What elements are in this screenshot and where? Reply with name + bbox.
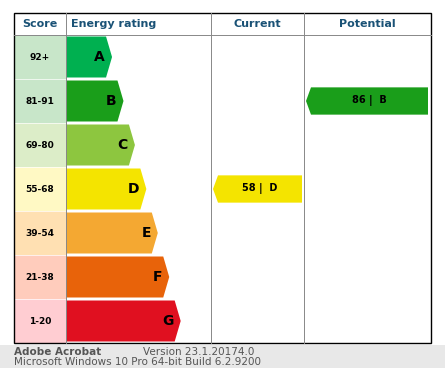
Bar bbox=[304, 299, 431, 343]
Polygon shape bbox=[306, 87, 428, 115]
Text: Adobe Acrobat: Adobe Acrobat bbox=[14, 347, 101, 357]
Text: Energy rating: Energy rating bbox=[71, 19, 156, 29]
Text: 55-68: 55-68 bbox=[26, 184, 54, 194]
Text: 1-20: 1-20 bbox=[29, 316, 51, 326]
Bar bbox=[211, 35, 304, 79]
Text: 39-54: 39-54 bbox=[25, 229, 54, 237]
Text: 21-38: 21-38 bbox=[26, 272, 54, 282]
Polygon shape bbox=[213, 176, 302, 203]
Bar bbox=[14, 123, 66, 167]
Bar bbox=[14, 167, 66, 211]
Bar bbox=[66, 123, 209, 167]
Polygon shape bbox=[66, 256, 169, 297]
Polygon shape bbox=[66, 212, 158, 254]
Text: C: C bbox=[117, 138, 128, 152]
Text: A: A bbox=[94, 50, 105, 64]
Bar bbox=[66, 35, 209, 79]
Bar bbox=[211, 167, 304, 211]
Bar bbox=[211, 299, 304, 343]
Bar bbox=[0, 339, 445, 345]
Polygon shape bbox=[66, 301, 181, 342]
Bar bbox=[304, 35, 431, 79]
Text: Score: Score bbox=[22, 19, 57, 29]
Bar bbox=[66, 255, 209, 299]
Text: Version 23.1.20174.0: Version 23.1.20174.0 bbox=[130, 347, 255, 357]
Text: 58 |  D: 58 | D bbox=[243, 184, 278, 195]
Bar bbox=[14, 299, 66, 343]
Text: D: D bbox=[128, 182, 139, 196]
Text: B: B bbox=[106, 94, 117, 108]
Bar bbox=[14, 79, 66, 123]
Polygon shape bbox=[66, 124, 135, 166]
Polygon shape bbox=[66, 81, 123, 121]
Bar bbox=[211, 123, 304, 167]
Polygon shape bbox=[66, 169, 146, 209]
Bar bbox=[14, 35, 66, 79]
Bar bbox=[211, 211, 304, 255]
Text: G: G bbox=[162, 314, 174, 328]
Bar bbox=[66, 167, 209, 211]
Bar bbox=[304, 167, 431, 211]
Bar bbox=[14, 13, 431, 343]
Bar bbox=[14, 211, 66, 255]
Bar bbox=[304, 255, 431, 299]
Text: F: F bbox=[153, 270, 162, 284]
Bar bbox=[14, 13, 431, 35]
Polygon shape bbox=[66, 36, 112, 78]
Bar bbox=[66, 79, 209, 123]
Bar bbox=[211, 255, 304, 299]
Bar bbox=[304, 211, 431, 255]
Bar bbox=[14, 255, 66, 299]
Text: E: E bbox=[142, 226, 151, 240]
Text: 81-91: 81-91 bbox=[25, 96, 54, 106]
Text: 69-80: 69-80 bbox=[26, 141, 54, 149]
Text: 86 |  B: 86 | B bbox=[352, 96, 387, 106]
Bar bbox=[0, 345, 445, 368]
Text: Potential: Potential bbox=[339, 19, 396, 29]
Text: 92+: 92+ bbox=[30, 53, 50, 61]
Bar bbox=[304, 79, 431, 123]
Text: Microsoft Windows 10 Pro 64-bit Build 6.2.9200: Microsoft Windows 10 Pro 64-bit Build 6.… bbox=[14, 357, 261, 367]
Bar bbox=[304, 123, 431, 167]
Bar bbox=[66, 211, 209, 255]
Bar bbox=[66, 299, 209, 343]
Text: Current: Current bbox=[234, 19, 281, 29]
Bar bbox=[211, 79, 304, 123]
